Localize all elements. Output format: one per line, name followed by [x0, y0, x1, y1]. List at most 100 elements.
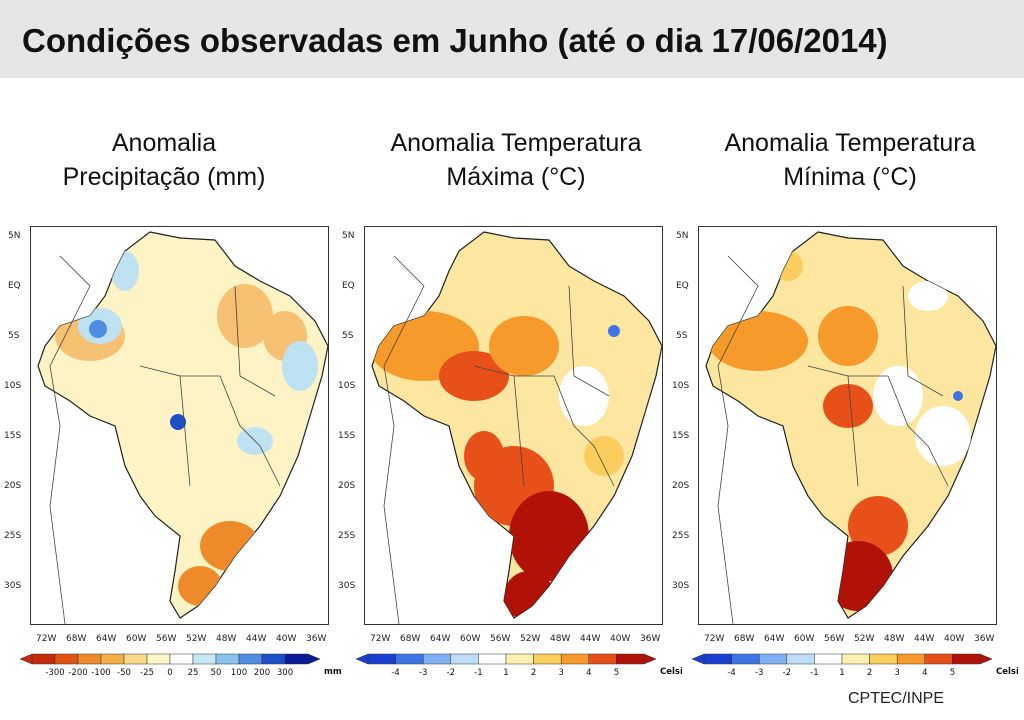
colorbar-tick-label: 2	[867, 668, 872, 678]
colorbar-end-right	[643, 653, 657, 665]
lat-label: 25S	[4, 531, 21, 541]
colorbar-swatch	[952, 653, 981, 665]
lat-axis-tmax: 5N EQ 5S 10S 15S 20S 25S 30S	[338, 231, 355, 591]
colorbar-tick-label: -3	[419, 668, 427, 678]
map-tmin-anomaly	[698, 226, 998, 626]
panel-title-tmax: Anomalia Temperatura Máxima (°C)	[356, 126, 676, 194]
colorbar-swatch	[238, 653, 263, 665]
lon-label: 72W	[370, 634, 390, 644]
colorbar-tick-label: 3	[894, 668, 899, 678]
panel-title-line1: Anomalia Temperatura	[724, 129, 976, 157]
colorbar-swatch	[786, 653, 815, 665]
lon-label: 36W	[306, 634, 326, 644]
colorbar-precipitation: -300 -200 -100 -50 -25 0 25 50 100 200 300 mm	[19, 653, 342, 678]
page-title: Condições observadas em Junho (até o dia…	[22, 22, 888, 59]
colorbar-tmax: -4 -3 -2 -1 1 2 3 4 5 Celsius	[355, 653, 682, 678]
lon-label: 52W	[854, 634, 874, 644]
colorbar-tick-label: -4	[391, 668, 399, 678]
lon-label: 60W	[126, 634, 146, 644]
lat-label: 10S	[338, 381, 355, 391]
colorbar-end-left	[19, 653, 33, 665]
lon-label: 72W	[704, 634, 724, 644]
colorbar-swatch	[100, 653, 125, 665]
lat-label: 5S	[342, 331, 354, 341]
lat-label: 10S	[4, 381, 21, 391]
lon-label: 68W	[66, 634, 86, 644]
lon-label: 68W	[734, 634, 754, 644]
colorbar-end-right	[307, 653, 321, 665]
colorbar-tick-label: 50	[211, 668, 222, 678]
lon-axis-tmin: 72W 68W 64W 60W 56W 52W 48W 44W 40W 36W	[704, 634, 994, 644]
lat-label: 25S	[338, 531, 355, 541]
colorbar-swatch	[367, 653, 396, 665]
colorbar-swatch	[395, 653, 424, 665]
panel-title-precipitation: Anomalia Precipitação (mm)	[4, 126, 324, 194]
colorbar-swatch	[841, 653, 870, 665]
lat-axis-precip: 5N EQ 5S 10S 15S 20S 25S 30S	[4, 231, 21, 591]
lon-label: 52W	[186, 634, 206, 644]
map-svg: 5N EQ 5S 10S 15S 20S 25S 30S	[30, 226, 329, 625]
lat-label: EQ	[342, 281, 355, 291]
lon-label: 52W	[520, 634, 540, 644]
map-tmax-anomaly	[364, 226, 664, 626]
colorbar-swatch	[814, 653, 843, 665]
colorbar-unit: Celsius	[996, 667, 1018, 677]
colorbar-swatch	[869, 653, 898, 665]
colorbar-swatch	[77, 653, 102, 665]
colorbar-tick-label: 200	[254, 668, 270, 678]
lon-label: 64W	[764, 634, 784, 644]
lat-label: 5N	[676, 231, 688, 241]
colorbar-tick-label: 1	[503, 668, 508, 678]
colorbar-swatch	[146, 653, 171, 665]
colorbar-tick-label: -2	[447, 668, 455, 678]
lon-label: 68W	[400, 634, 420, 644]
colorbar-tick-label: 4	[586, 668, 591, 678]
colorbar-tick-label: 5	[614, 668, 619, 678]
lat-label: 15S	[338, 431, 355, 441]
lon-label: 48W	[216, 634, 236, 644]
colorbar-tick-label: 5	[950, 668, 955, 678]
lat-label: 30S	[672, 581, 689, 591]
lon-axis-precip: 72W 68W 64W 60W 56W 52W 48W 44W 40W 36W	[36, 634, 326, 644]
colorbar-swatch	[215, 653, 240, 665]
colorbar-swatch	[31, 653, 56, 665]
lon-label: 40W	[610, 634, 630, 644]
panel-title-line1: Anomalia Temperatura	[390, 129, 642, 157]
colorbar-swatch	[560, 653, 590, 665]
lat-label: 5S	[676, 331, 688, 341]
lat-label: 25S	[672, 531, 689, 541]
colorbar-swatch	[731, 653, 760, 665]
colorbar-tick-label: 0	[167, 668, 172, 678]
colorbar-tick-label: -4	[727, 668, 735, 678]
lon-label: 48W	[550, 634, 570, 644]
colorbar-swatch	[758, 653, 788, 665]
colorbar-swatch	[54, 653, 79, 665]
lon-label: 64W	[96, 634, 116, 644]
lat-label: 30S	[338, 581, 355, 591]
lon-label: 40W	[944, 634, 964, 644]
lat-label: 20S	[672, 481, 689, 491]
colorbar-end-left	[691, 653, 705, 665]
colorbar-tick-label: -1	[474, 668, 482, 678]
colorbar-swatch	[703, 653, 732, 665]
lon-label: 56W	[824, 634, 844, 644]
map-svg	[364, 226, 663, 625]
lat-label: 20S	[4, 481, 21, 491]
lon-label: 44W	[246, 634, 266, 644]
title-bar: Condições observadas em Junho (até o dia…	[0, 0, 1024, 78]
colorbar-unit: Celsius	[660, 667, 682, 677]
lat-label: 15S	[4, 431, 21, 441]
lat-label: 5N	[342, 231, 354, 241]
lon-label: 60W	[460, 634, 480, 644]
colorbar-swatch	[284, 653, 309, 665]
lat-label: 10S	[672, 381, 689, 391]
colorbar-tick-label: -200	[68, 668, 87, 678]
colorbar-tick-label: -1	[810, 668, 818, 678]
lat-label: 30S	[4, 581, 21, 591]
colorbar-tick-label: -2	[783, 668, 791, 678]
lon-label: 36W	[974, 634, 994, 644]
lon-label: 56W	[490, 634, 510, 644]
lat-label: EQ	[676, 281, 689, 291]
lat-axis-tmin: 5N EQ 5S 10S 15S 20S 25S 30S	[672, 231, 689, 591]
colorbar-end-left	[355, 653, 369, 665]
